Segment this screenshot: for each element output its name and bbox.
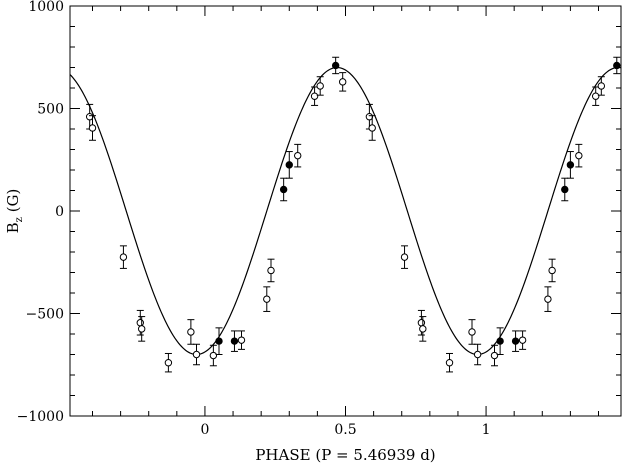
open-data-point — [490, 344, 499, 367]
open-data-point — [468, 319, 476, 345]
point-marker — [368, 124, 376, 132]
point-marker — [316, 82, 324, 90]
point-marker — [85, 113, 94, 121]
point-marker — [566, 161, 575, 169]
point-marker — [511, 337, 520, 345]
y-tick-label: −1000 — [17, 409, 64, 425]
y-tick-label: 1000 — [28, 0, 64, 15]
x-tick-label: 1 — [482, 422, 491, 438]
open-data-point — [294, 143, 302, 168]
open-data-point — [237, 330, 246, 350]
open-data-point — [544, 286, 552, 312]
point-marker — [518, 336, 527, 344]
open-data-point — [316, 76, 324, 96]
open-data-point — [597, 76, 606, 96]
point-marker — [473, 350, 482, 359]
filled-data-point — [279, 177, 288, 202]
point-marker — [285, 161, 293, 169]
open-data-point — [267, 258, 275, 283]
y-axis-label: Bz (G) — [4, 189, 25, 234]
open-data-point — [338, 72, 347, 92]
open-data-point — [575, 143, 583, 168]
open-data-point — [192, 343, 201, 366]
open-data-point — [137, 316, 146, 342]
filled-data-point — [331, 56, 340, 75]
y-tick-label: −500 — [26, 307, 64, 323]
point-marker — [294, 151, 302, 160]
x-tick-label: 0 — [200, 422, 209, 438]
point-marker — [400, 253, 409, 261]
open-data-point — [119, 245, 128, 269]
point-marker — [468, 328, 476, 336]
point-marker — [263, 295, 271, 303]
point-marker — [331, 61, 340, 70]
fit-curve — [69, 66, 622, 356]
open-data-point — [263, 286, 271, 312]
axis-ticks-layer — [70, 5, 621, 417]
point-marker — [267, 266, 275, 275]
filled-data-point — [230, 330, 239, 352]
point-marker — [119, 253, 128, 261]
point-marker — [230, 337, 239, 345]
open-data-point — [368, 115, 376, 141]
point-marker — [192, 350, 201, 359]
filled-data-point — [215, 327, 223, 355]
point-marker — [88, 124, 97, 132]
point-marker — [187, 328, 195, 336]
point-marker — [575, 151, 583, 160]
filled-data-point — [566, 151, 575, 179]
open-data-point — [518, 330, 527, 350]
point-marker — [496, 337, 504, 345]
point-marker — [137, 325, 146, 333]
filled-data-point — [561, 177, 569, 202]
point-marker — [544, 295, 552, 303]
data-points-layer — [85, 56, 621, 373]
y-tick-label: 0 — [55, 204, 64, 220]
point-marker — [209, 351, 218, 360]
x-axis-label: PHASE (P = 5.46939 d) — [255, 446, 435, 464]
open-data-point — [187, 319, 195, 345]
x-tick-label: 0.5 — [334, 422, 356, 438]
tick-labels-layer: −1000 −500 0 500 1000 0 0.5 1 — [17, 0, 491, 438]
y-axis-label-main: B — [4, 222, 22, 233]
point-marker — [548, 266, 556, 275]
open-data-point — [310, 86, 319, 106]
point-marker — [597, 82, 606, 90]
point-marker — [237, 336, 246, 344]
y-axis-label-unit: (G) — [4, 189, 22, 213]
open-data-point — [419, 316, 427, 342]
open-data-point — [445, 352, 454, 373]
open-data-point — [88, 115, 97, 141]
y-tick-label: 500 — [37, 102, 64, 118]
open-data-point — [473, 343, 482, 366]
open-data-point — [400, 245, 409, 269]
filled-data-point — [613, 56, 621, 75]
open-data-point — [164, 352, 173, 373]
point-marker — [445, 359, 454, 367]
point-marker — [490, 351, 499, 360]
fit-curve-layer — [69, 66, 622, 356]
point-marker — [215, 337, 223, 345]
svg-text:Bz (G): Bz (G) — [4, 189, 25, 234]
point-marker — [417, 319, 426, 327]
y-axis-label-subscript: z — [14, 217, 25, 222]
plot-frame — [69, 5, 622, 417]
point-marker — [279, 185, 288, 194]
open-data-point — [209, 344, 218, 367]
point-marker — [136, 319, 144, 327]
open-data-point — [548, 258, 556, 283]
point-marker — [591, 92, 600, 100]
filled-data-point — [511, 330, 520, 352]
filled-data-point — [496, 327, 504, 355]
point-marker — [164, 359, 173, 367]
point-marker — [419, 325, 427, 333]
point-marker — [338, 78, 347, 86]
filled-data-point — [285, 151, 293, 179]
point-marker — [310, 92, 319, 100]
point-marker — [561, 185, 569, 194]
point-marker — [365, 113, 374, 121]
